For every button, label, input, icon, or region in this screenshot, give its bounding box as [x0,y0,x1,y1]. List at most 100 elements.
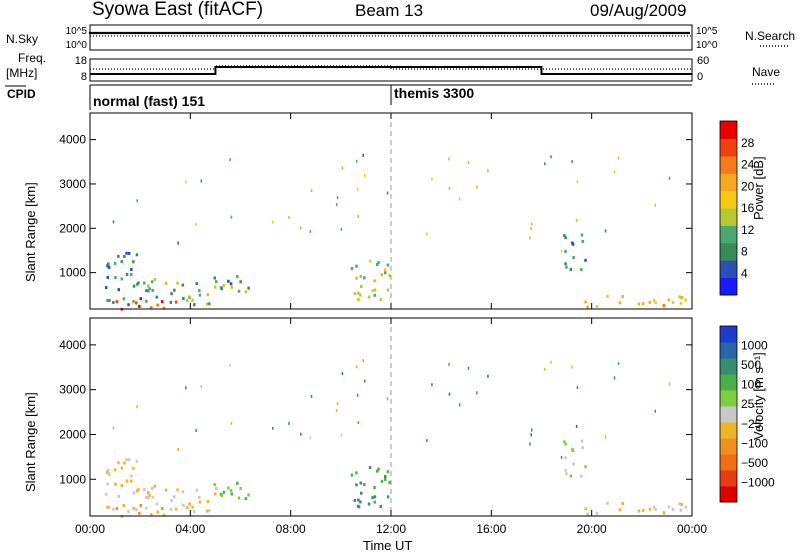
velocity-cell [188,502,191,506]
nsearch-tick-bottom: 10^0 [696,40,718,51]
power-cell [641,302,645,306]
velocity-cell [220,494,224,497]
velocity-cell [671,507,675,511]
velocity-colorbar-tick-label: −1000 [741,475,775,489]
power-cell [586,305,589,309]
velocity-cell [584,465,587,469]
velocity-cell [145,506,148,510]
power-cell [606,294,609,298]
velocity-cell [476,391,478,395]
velocity-cell [164,488,168,492]
power-cell [122,297,126,301]
velocity-cell [595,511,599,515]
x-axis-label: Time UT [363,538,413,553]
velocity-cell [106,505,109,509]
velocity-cell [247,493,250,497]
velocity-cell [560,455,563,459]
power-cell [136,199,138,203]
velocity-cell [356,365,358,369]
velocity-cell [229,489,233,493]
power-cell [198,293,202,297]
velocity-cell [143,488,146,492]
power-cell [300,226,302,230]
power-cell [431,177,433,181]
freq-tick-bottom: 8 [81,71,87,83]
velocity-cell [112,426,115,430]
velocity-cell [230,492,233,496]
velocity-cell [586,512,589,516]
power-cell [272,220,274,224]
velocity-cell [130,479,133,483]
velocity-cell [571,365,573,369]
power-cell [236,275,239,279]
velocity-cell [356,393,359,397]
power-cell [637,302,641,306]
velocity-y-tick-label: 1000 [59,472,86,486]
power-cell [213,276,216,280]
velocity-cell [138,511,141,515]
power-cell [220,287,224,291]
velocity-cell [363,483,366,486]
power-cell [617,156,620,160]
velocity-colorbar-tick-label: −25 [741,417,762,431]
power-cell [138,304,141,308]
velocity-cell [637,509,641,513]
power-cell [426,232,428,236]
velocity-cell [384,475,387,478]
power-cell [107,265,111,269]
velocity-cell [122,504,126,508]
velocity-cell [648,507,652,511]
velocity-cell [136,405,138,409]
power-cell [120,260,124,264]
power-cell [112,300,115,304]
power-cell [229,158,231,162]
power-cell [173,288,176,292]
power-cell [595,304,599,308]
power-cell [127,303,130,307]
velocity-cell [161,507,164,511]
power-cell [215,280,218,284]
power-cell [247,286,250,290]
nsky-tick-bottom: 10^0 [66,40,88,51]
velocity-cell [170,499,173,502]
nsearch-label: N.Search [745,29,796,43]
power-cell [182,297,185,300]
velocity-cell [355,483,358,487]
power-colorbar-tick-label: 24 [741,158,755,172]
power-cell [386,288,390,292]
power-cell [576,180,579,184]
x-tick-label: 20:00 [577,522,607,536]
velocity-cell [162,513,166,517]
power-cell [379,298,383,302]
power-cell [575,218,578,222]
power-cell [113,261,117,265]
power-cell [529,236,531,240]
velocity-cell [214,492,217,496]
power-cell [565,265,568,269]
nsky-tick-top: 10^5 [66,26,88,37]
velocity-cell [213,483,216,487]
power-cell [357,298,361,302]
power-cell [618,301,622,305]
power-cell [206,293,210,297]
power-cell [571,242,575,246]
velocity-y-tick-label: 2000 [59,427,86,441]
velocity-cell [368,466,372,470]
velocity-cell [668,382,671,386]
velocity-colorbar-segment [720,486,737,503]
velocity-cell [181,490,185,494]
power-cell [310,189,313,193]
power-cell [200,179,203,183]
power-cell [198,289,201,293]
velocity-cell [575,424,578,428]
power-colorbar-tick-label: 4 [741,266,748,280]
power-cell [613,170,616,174]
power-cell [130,273,133,276]
power-cell [153,278,156,281]
x-tick-label: 08:00 [276,522,306,536]
power-cell [214,285,217,289]
power-cell [373,288,377,292]
freq-panel-frame [89,58,693,82]
velocity-cell [135,489,139,493]
velocity-cell [467,366,470,370]
